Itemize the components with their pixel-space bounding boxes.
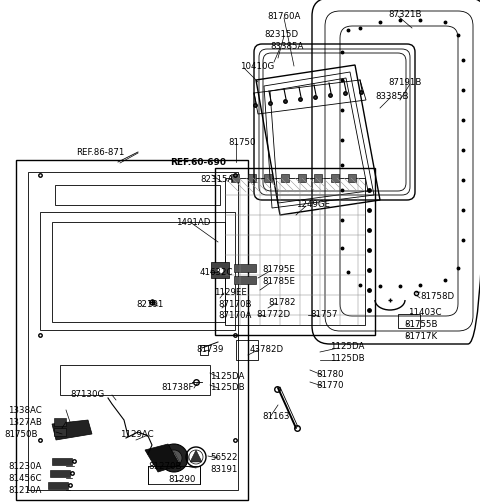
Bar <box>236 340 258 360</box>
Bar <box>398 314 420 328</box>
Bar <box>54 418 66 426</box>
Bar <box>50 470 70 477</box>
Bar <box>52 458 72 465</box>
Bar <box>231 174 239 182</box>
Bar <box>281 174 289 182</box>
Bar <box>314 174 322 182</box>
Text: 87321B: 87321B <box>388 10 421 19</box>
Bar <box>248 174 256 182</box>
Text: 81163: 81163 <box>262 412 289 421</box>
Text: 83385B: 83385B <box>375 92 408 101</box>
Text: 87170B: 87170B <box>218 300 252 309</box>
Text: 1338AC: 1338AC <box>8 406 42 415</box>
Text: 81785E: 81785E <box>262 277 295 286</box>
Text: 41632C: 41632C <box>200 268 233 277</box>
Text: 1491AD: 1491AD <box>176 218 210 227</box>
Text: 81760A: 81760A <box>267 12 300 21</box>
Polygon shape <box>145 444 180 472</box>
Text: 87170A: 87170A <box>218 311 252 320</box>
Text: 81795E: 81795E <box>262 265 295 274</box>
Text: 81456C: 81456C <box>8 474 41 483</box>
Polygon shape <box>190 450 202 462</box>
Circle shape <box>166 450 182 466</box>
Text: 82191: 82191 <box>136 300 163 309</box>
Text: 1327AB: 1327AB <box>8 418 42 427</box>
Text: 83191: 83191 <box>210 465 238 474</box>
Bar <box>148 466 200 484</box>
Text: 1125DA: 1125DA <box>210 372 244 381</box>
Text: 81758D: 81758D <box>420 292 454 301</box>
Text: 81755B: 81755B <box>404 320 437 329</box>
Text: 81270B: 81270B <box>148 462 181 471</box>
Text: 56522: 56522 <box>210 453 238 462</box>
Text: 1125DB: 1125DB <box>210 383 245 392</box>
Text: 87130G: 87130G <box>70 390 104 399</box>
Bar <box>264 174 272 182</box>
Text: 11403C: 11403C <box>408 308 442 317</box>
Text: 81717K: 81717K <box>404 332 437 341</box>
Bar <box>348 174 356 182</box>
Text: REF.60-690: REF.60-690 <box>170 158 226 167</box>
Text: 81780: 81780 <box>316 370 344 379</box>
Bar <box>54 428 66 436</box>
Polygon shape <box>52 420 92 440</box>
Bar <box>234 276 256 284</box>
Text: 83385A: 83385A <box>270 42 303 51</box>
Text: 87191B: 87191B <box>388 78 421 87</box>
Bar <box>200 345 208 355</box>
Text: REF.86-871: REF.86-871 <box>76 148 124 157</box>
Text: 81750B: 81750B <box>4 430 37 439</box>
Text: 81290: 81290 <box>168 475 195 484</box>
Text: 81782: 81782 <box>268 298 296 307</box>
Text: 82315A: 82315A <box>200 175 233 184</box>
Text: 10410G: 10410G <box>240 62 274 71</box>
Text: 1129EE: 1129EE <box>214 288 247 297</box>
Bar <box>211 262 229 278</box>
Text: 81750: 81750 <box>228 138 255 147</box>
Text: 1129AC: 1129AC <box>120 430 154 439</box>
Text: 81772D: 81772D <box>256 310 290 319</box>
Circle shape <box>160 444 188 472</box>
Text: 43782D: 43782D <box>250 345 284 354</box>
Text: 1125DA: 1125DA <box>330 342 364 351</box>
Text: 82315D: 82315D <box>264 30 298 39</box>
Text: 81739: 81739 <box>196 345 223 354</box>
Polygon shape <box>168 452 180 463</box>
Text: 1125DB: 1125DB <box>330 354 365 363</box>
Bar <box>331 174 339 182</box>
Bar <box>298 174 306 182</box>
Text: 81770: 81770 <box>316 381 344 390</box>
Text: 81738F: 81738F <box>161 383 194 392</box>
Text: 81757: 81757 <box>310 310 337 319</box>
Bar <box>234 264 256 272</box>
Bar <box>48 482 68 489</box>
Text: 81210A: 81210A <box>8 486 41 495</box>
Text: 81230A: 81230A <box>8 462 41 471</box>
Text: 1249GE: 1249GE <box>296 200 330 209</box>
